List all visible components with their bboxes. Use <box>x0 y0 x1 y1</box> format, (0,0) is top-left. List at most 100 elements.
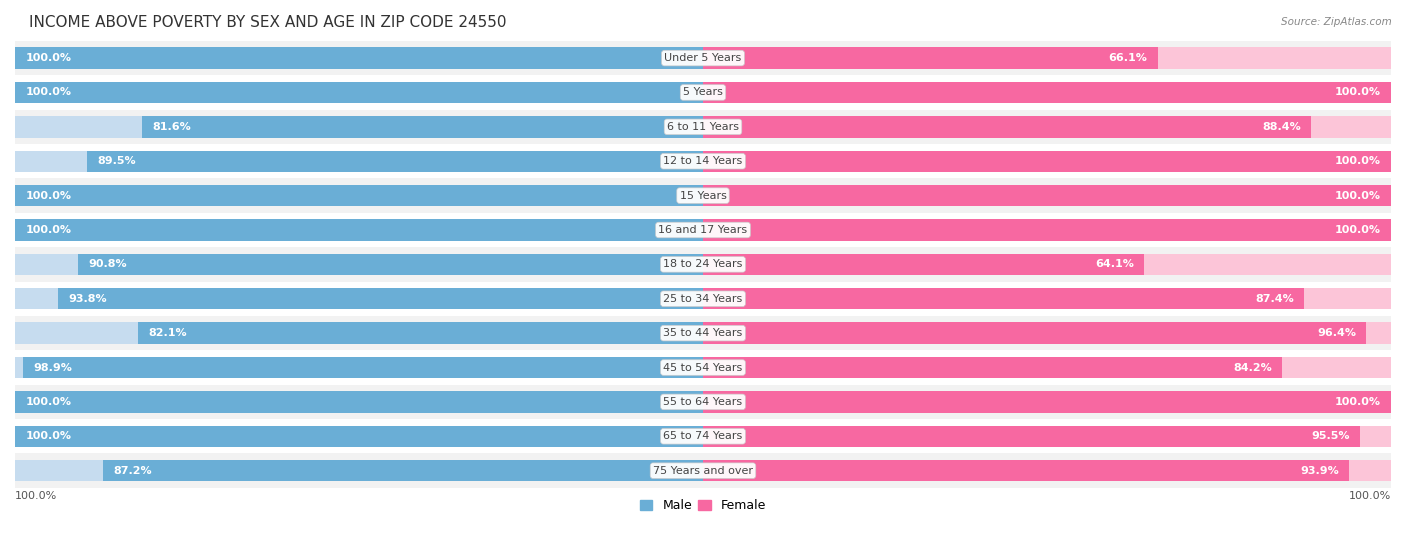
Bar <box>15 219 703 241</box>
Bar <box>15 75 1391 110</box>
Bar <box>15 247 1391 282</box>
Bar <box>703 357 1391 378</box>
Bar <box>703 82 1391 103</box>
Bar <box>703 48 1391 69</box>
Bar <box>15 323 703 344</box>
Bar <box>15 144 1391 178</box>
Text: 100.0%: 100.0% <box>25 87 72 97</box>
Bar <box>15 185 703 206</box>
Bar <box>103 460 703 481</box>
Text: 45 to 54 Years: 45 to 54 Years <box>664 363 742 372</box>
Text: 75 Years and over: 75 Years and over <box>652 466 754 476</box>
Bar <box>15 282 1391 316</box>
Bar <box>138 323 703 344</box>
Bar <box>15 41 1391 75</box>
Text: 18 to 24 Years: 18 to 24 Years <box>664 259 742 269</box>
Bar <box>15 219 703 241</box>
Text: 100.0%: 100.0% <box>25 191 72 201</box>
Bar <box>22 357 703 378</box>
Bar <box>15 460 703 481</box>
Text: 98.9%: 98.9% <box>32 363 72 372</box>
Text: 100.0%: 100.0% <box>1334 225 1381 235</box>
Text: 15 Years: 15 Years <box>679 191 727 201</box>
Bar <box>15 48 703 69</box>
Bar <box>15 82 703 103</box>
Text: 93.9%: 93.9% <box>1301 466 1339 476</box>
Text: 35 to 44 Years: 35 to 44 Years <box>664 328 742 338</box>
Text: 81.6%: 81.6% <box>152 122 191 132</box>
Text: 90.8%: 90.8% <box>89 259 127 269</box>
Text: 25 to 34 Years: 25 to 34 Years <box>664 294 742 304</box>
Text: 87.2%: 87.2% <box>114 466 152 476</box>
Bar <box>15 391 703 413</box>
Bar <box>15 316 1391 350</box>
Bar <box>703 425 1391 447</box>
Bar <box>15 150 703 172</box>
Text: Source: ZipAtlas.com: Source: ZipAtlas.com <box>1281 17 1392 27</box>
Bar <box>15 254 703 275</box>
Bar <box>15 185 703 206</box>
Bar <box>15 350 1391 385</box>
Text: 82.1%: 82.1% <box>149 328 187 338</box>
Bar <box>703 425 1360 447</box>
Text: 100.0%: 100.0% <box>25 432 72 441</box>
Bar <box>703 323 1367 344</box>
Bar <box>703 357 1282 378</box>
Bar <box>87 150 703 172</box>
Bar <box>15 116 703 138</box>
Bar <box>703 288 1391 310</box>
Bar <box>703 391 1391 413</box>
Text: 84.2%: 84.2% <box>1233 363 1272 372</box>
Text: 100.0%: 100.0% <box>1334 156 1381 166</box>
Bar <box>703 219 1391 241</box>
Bar <box>15 453 1391 488</box>
Text: 100.0%: 100.0% <box>1348 491 1391 501</box>
Bar <box>703 150 1391 172</box>
Text: 100.0%: 100.0% <box>15 491 58 501</box>
Bar <box>703 219 1391 241</box>
Bar <box>15 419 1391 453</box>
Bar <box>142 116 703 138</box>
Bar <box>703 288 1305 310</box>
Text: 65 to 74 Years: 65 to 74 Years <box>664 432 742 441</box>
Text: 100.0%: 100.0% <box>25 397 72 407</box>
Bar <box>703 391 1391 413</box>
Text: 5 Years: 5 Years <box>683 87 723 97</box>
Bar <box>703 323 1391 344</box>
Text: 64.1%: 64.1% <box>1095 259 1133 269</box>
Text: 93.8%: 93.8% <box>67 294 107 304</box>
Legend: Male, Female: Male, Female <box>636 494 770 518</box>
Text: Under 5 Years: Under 5 Years <box>665 53 741 63</box>
Bar <box>15 82 703 103</box>
Bar <box>703 254 1144 275</box>
Bar <box>15 357 703 378</box>
Text: 66.1%: 66.1% <box>1108 53 1147 63</box>
Bar <box>15 213 1391 247</box>
Text: 6 to 11 Years: 6 to 11 Years <box>666 122 740 132</box>
Bar <box>703 254 1391 275</box>
Text: 89.5%: 89.5% <box>97 156 136 166</box>
Bar <box>703 82 1391 103</box>
Bar <box>79 254 703 275</box>
Text: 100.0%: 100.0% <box>1334 87 1381 97</box>
Bar <box>703 460 1391 481</box>
Bar <box>15 110 1391 144</box>
Bar <box>703 460 1348 481</box>
Bar <box>15 48 703 69</box>
Text: 16 and 17 Years: 16 and 17 Years <box>658 225 748 235</box>
Text: 100.0%: 100.0% <box>25 53 72 63</box>
Bar <box>15 288 703 310</box>
Text: 88.4%: 88.4% <box>1263 122 1301 132</box>
Bar <box>58 288 703 310</box>
Bar <box>703 116 1312 138</box>
Bar <box>703 185 1391 206</box>
Bar <box>703 150 1391 172</box>
Bar <box>15 391 703 413</box>
Bar <box>15 385 1391 419</box>
Text: 87.4%: 87.4% <box>1256 294 1294 304</box>
Bar <box>15 425 703 447</box>
Text: 100.0%: 100.0% <box>1334 397 1381 407</box>
Text: 96.4%: 96.4% <box>1317 328 1355 338</box>
Bar <box>703 185 1391 206</box>
Bar <box>15 178 1391 213</box>
